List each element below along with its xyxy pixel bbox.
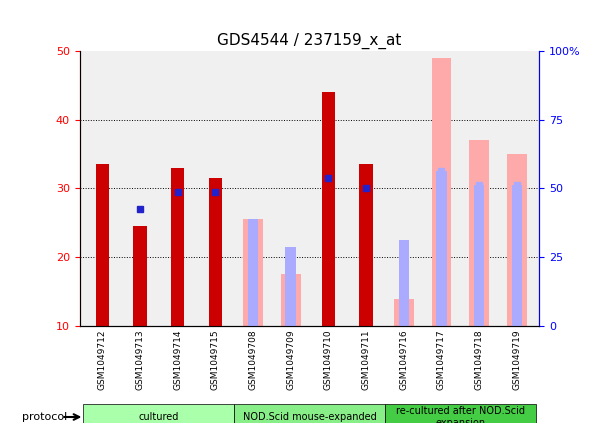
Bar xyxy=(286,247,296,326)
FancyBboxPatch shape xyxy=(234,404,385,423)
Text: NOD.Scid mouse-expanded: NOD.Scid mouse-expanded xyxy=(243,412,376,422)
Text: GSM1049717: GSM1049717 xyxy=(437,330,446,390)
Text: GSM1049714: GSM1049714 xyxy=(173,330,182,390)
Bar xyxy=(96,164,109,326)
Bar xyxy=(359,164,373,326)
Bar xyxy=(134,226,147,326)
Bar xyxy=(432,58,451,326)
Bar xyxy=(394,299,414,326)
Bar xyxy=(243,220,263,326)
Text: cultured: cultured xyxy=(139,412,179,422)
Bar xyxy=(436,171,447,326)
Text: GSM1049709: GSM1049709 xyxy=(286,330,295,390)
Bar xyxy=(281,275,300,326)
Bar xyxy=(248,220,258,326)
Bar xyxy=(398,240,409,326)
Bar xyxy=(507,154,527,326)
FancyBboxPatch shape xyxy=(385,404,536,423)
Text: GSM1049718: GSM1049718 xyxy=(474,330,484,390)
Bar xyxy=(512,185,522,326)
Text: GSM1049710: GSM1049710 xyxy=(324,330,333,390)
Text: GSM1049715: GSM1049715 xyxy=(211,330,220,390)
Title: GDS4544 / 237159_x_at: GDS4544 / 237159_x_at xyxy=(218,33,402,49)
Text: GSM1049719: GSM1049719 xyxy=(512,330,521,390)
Text: GSM1049713: GSM1049713 xyxy=(135,330,145,390)
Bar xyxy=(209,178,222,326)
Text: re-cultured after NOD.Scid
expansion: re-cultured after NOD.Scid expansion xyxy=(396,406,525,423)
Bar xyxy=(470,140,489,326)
FancyBboxPatch shape xyxy=(83,404,234,423)
Text: GSM1049708: GSM1049708 xyxy=(248,330,257,390)
Text: GSM1049712: GSM1049712 xyxy=(98,330,107,390)
Text: GSM1049716: GSM1049716 xyxy=(399,330,408,390)
Text: protocol: protocol xyxy=(22,412,67,422)
Bar xyxy=(474,185,484,326)
Bar xyxy=(171,168,185,326)
Bar xyxy=(322,92,335,326)
Text: GSM1049711: GSM1049711 xyxy=(362,330,371,390)
